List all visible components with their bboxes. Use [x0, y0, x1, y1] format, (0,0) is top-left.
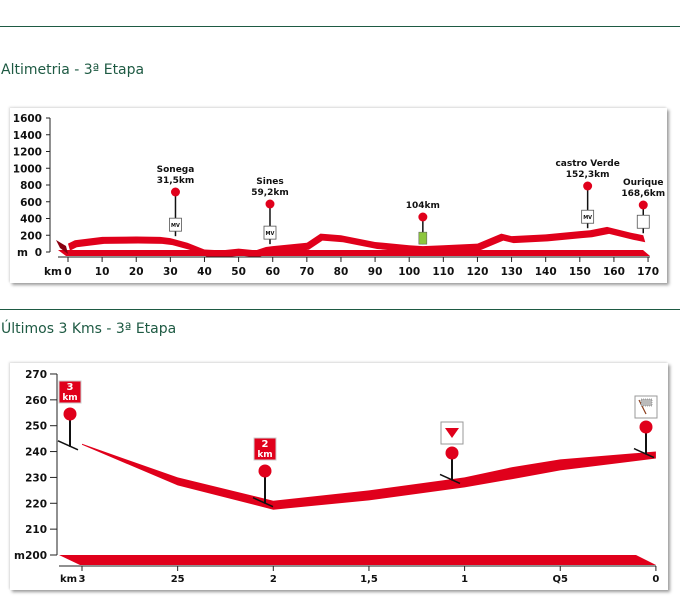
x-tick-label: 25 — [171, 574, 185, 585]
marker-dot — [418, 212, 428, 222]
feed-zone-icon — [418, 231, 428, 245]
mountain-sprint-icon — [581, 209, 595, 224]
km-sign-icon — [58, 380, 82, 404]
section-title-last-3km: Últimos 3 Kms - 3ª Etapa — [1, 321, 177, 337]
marker-km: 59,2km — [251, 188, 289, 198]
x-tick-label: 0 — [652, 574, 659, 585]
x-tick-label: 170 — [637, 266, 659, 278]
marker-dot — [63, 407, 77, 421]
marker-dot — [638, 200, 648, 210]
x-unit-label: km — [44, 266, 62, 278]
x-tick-label: 150 — [569, 266, 591, 278]
y-tick-label: 1600 — [13, 113, 42, 125]
y-tick-label: 1400 — [13, 130, 42, 142]
marker-dot — [445, 446, 459, 460]
profile-base — [58, 250, 650, 256]
y-tick-label: 1200 — [13, 147, 42, 159]
km-sign-number: 3 — [67, 382, 74, 393]
y-tick-label: 230 — [25, 472, 47, 484]
x-tick-label: 120 — [466, 266, 488, 278]
middle-divider — [0, 309, 680, 310]
y-tick-label: 200 — [20, 230, 42, 242]
x-tick-label: 100 — [398, 266, 420, 278]
x-tick-label: 3 — [79, 574, 86, 585]
marker-dot — [170, 187, 180, 197]
profile-ribbon — [68, 226, 646, 258]
x-tick-label: 1,5 — [360, 574, 378, 585]
x-tick-label: 1 — [461, 574, 468, 585]
x-tick-label: 130 — [501, 266, 523, 278]
km-sign-number: 2 — [262, 439, 269, 450]
x-tick-label: 110 — [432, 266, 454, 278]
profile-start-wedge — [56, 240, 68, 254]
x-tick-label: 60 — [265, 266, 280, 278]
y-tick-label: 600 — [20, 197, 42, 209]
km-sign-unit: km — [257, 450, 272, 460]
top-divider — [0, 26, 680, 27]
km-sign-unit: km — [62, 393, 77, 403]
marker-base-tick — [57, 440, 79, 451]
y-unit-label: m — [17, 247, 28, 259]
y-unit-label: m — [14, 550, 25, 562]
profile-base — [59, 555, 656, 565]
marker-base-tick — [252, 497, 274, 508]
altimetry-chart-box: 1600 1400 1200 1000 800 600 400 200 0 m 0 10 20 30 40 5… — [10, 108, 667, 283]
y-tick-label: 220 — [25, 498, 47, 510]
marker-name: Sines — [256, 177, 283, 187]
last-3km-chart-box: 270 260 250 240 230 220 210 200 m 3 25 2 1,5 1 Q5 0 km 3 k… — [10, 363, 668, 590]
marker-name: castro Verde — [555, 159, 619, 169]
x-tick-label: Q5 — [553, 574, 569, 585]
marker-name: Ourique — [623, 178, 664, 188]
y-tick-label: 400 — [20, 214, 42, 226]
x-tick-label: 30 — [163, 266, 178, 278]
marker-base-tick — [439, 473, 461, 485]
y-tick-label: 1000 — [13, 163, 42, 175]
x-unit-label: km — [60, 574, 77, 585]
x-tick-label: 80 — [334, 266, 349, 278]
y-tick-label: 240 — [25, 447, 47, 459]
mountain-sprint-label: MV — [266, 231, 275, 237]
marker-dot — [639, 420, 653, 434]
mountain-sprint-label: MV — [171, 223, 180, 229]
y-tick-label: 0 — [35, 247, 42, 259]
flamme-rouge-triangle-icon — [445, 428, 459, 438]
marker-base-tick — [633, 447, 655, 459]
mountain-sprint-icon — [169, 217, 182, 232]
profile-ribbon — [82, 443, 656, 510]
x-tick-label: 160 — [603, 266, 625, 278]
marker-dot — [583, 181, 593, 191]
marker-name: Sonega — [157, 165, 195, 175]
marker-dot — [265, 199, 275, 209]
marker-km: 31,5km — [157, 176, 195, 186]
x-tick-label: 10 — [95, 266, 110, 278]
x-tick-label: 90 — [368, 266, 383, 278]
y-tick-label: 260 — [25, 395, 47, 407]
x-tick-label: 20 — [129, 266, 144, 278]
marker-km: 168,6km — [621, 189, 665, 199]
x-tick-label: 40 — [197, 266, 212, 278]
marker-dot — [258, 464, 272, 478]
y-tick-label: 210 — [25, 524, 47, 536]
km-sign-icon — [253, 437, 277, 461]
x-tick-label: 70 — [300, 266, 315, 278]
x-tick-label: 50 — [231, 266, 246, 278]
x-tick-label: 0 — [64, 266, 71, 278]
y-tick-label: 800 — [20, 180, 42, 192]
finish-flag-pole-icon — [638, 399, 647, 415]
marker-km: 104km — [406, 201, 440, 211]
y-tick-label: 270 — [25, 369, 47, 381]
finish-flag-icon — [636, 214, 650, 229]
mountain-sprint-label: MV — [583, 215, 592, 221]
finish-flag-icon — [640, 398, 653, 407]
x-tick-label: 140 — [535, 266, 557, 278]
y-tick-label: 250 — [25, 421, 47, 433]
section-title-altimetry: Altimetria - 3ª Etapa — [1, 62, 145, 78]
y-tick-label: 200 — [25, 550, 47, 562]
mountain-sprint-icon — [263, 225, 277, 240]
x-tick-label: 2 — [270, 574, 277, 585]
marker-km: 152,3km — [566, 170, 610, 180]
